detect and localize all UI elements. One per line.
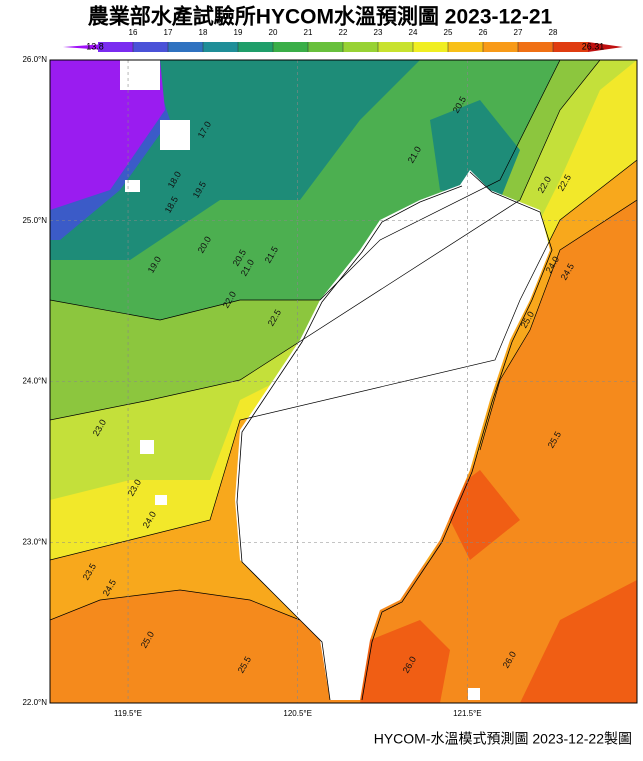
colorbar-segment [203, 42, 238, 52]
temperature-field [50, 60, 637, 703]
colorbar-arrow [588, 42, 623, 52]
footer: HYCOM-水溫模式預測圖 2023-12-22製圖 [374, 731, 632, 747]
lat-tick-label: 22.0°N [22, 698, 47, 707]
colorbar-tick-label: 25 [444, 28, 453, 37]
colorbar-segment [133, 42, 168, 52]
colorbar-segment [98, 42, 133, 52]
colorbar-min-label: 13.8 [86, 41, 104, 51]
colorbar-tick-label: 26 [479, 28, 488, 37]
colorbar-tick-label: 28 [549, 28, 558, 37]
title: 農業部水產試驗所HYCOM水溫預測圖 2023-12-21 [88, 5, 553, 29]
colorbar-tick-label: 19 [234, 28, 243, 37]
map-frame [49, 59, 638, 704]
colorbar-tick-label: 16 [129, 28, 138, 37]
colorbar-segment [343, 42, 378, 52]
colorbar-segment [308, 42, 343, 52]
lat-tick-label: 26.0°N [22, 55, 47, 64]
colorbar-tick-label: 23 [374, 28, 383, 37]
colorbar-tick-label: 17 [164, 28, 173, 37]
colorbar-tick-label: 27 [514, 28, 523, 37]
colorbar-segment [483, 42, 518, 52]
colorbar-tick-label: 24 [409, 28, 418, 37]
colorbar-segment [273, 42, 308, 52]
colorbar-tick-label: 22 [339, 28, 348, 37]
colorbar-tick-label: 21 [304, 28, 313, 37]
colorbar-segment [378, 42, 413, 52]
colorbar-segment [518, 42, 553, 52]
colorbar-max-label: 26.31 [582, 41, 605, 51]
colorbar-tick-label: 20 [269, 28, 278, 37]
colorbar-segment [553, 42, 588, 52]
lat-tick-label: 24.0°N [22, 377, 47, 386]
lat-tick-label: 25.0°N [22, 216, 47, 225]
lon-tick-label: 119.5°E [114, 709, 142, 718]
colorbar-segment [168, 42, 203, 52]
lon-tick-label: 120.5°E [283, 709, 312, 718]
lon-tick-label: 121.5°E [453, 709, 482, 718]
lat-tick-label: 23.0°N [22, 537, 47, 546]
colorbar-tick-label: 18 [199, 28, 208, 37]
colorbar-segment [413, 42, 448, 52]
colorbar-segment [238, 42, 273, 52]
colorbar-segment [448, 42, 483, 52]
